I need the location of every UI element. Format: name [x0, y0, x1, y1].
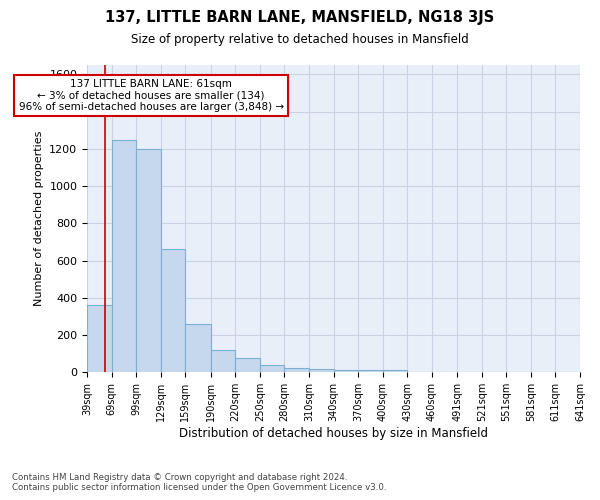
- Bar: [358, 370, 383, 372]
- Bar: [136, 149, 161, 372]
- Bar: [161, 250, 185, 372]
- Y-axis label: Number of detached properties: Number of detached properties: [34, 131, 44, 306]
- Bar: [235, 358, 260, 372]
- Bar: [211, 350, 235, 372]
- Bar: [284, 368, 309, 372]
- Text: 137, LITTLE BARN LANE, MANSFIELD, NG18 3JS: 137, LITTLE BARN LANE, MANSFIELD, NG18 3…: [106, 10, 494, 25]
- Bar: [309, 368, 334, 372]
- Bar: [185, 324, 211, 372]
- X-axis label: Distribution of detached houses by size in Mansfield: Distribution of detached houses by size …: [179, 427, 488, 440]
- Bar: [260, 365, 284, 372]
- Bar: [383, 370, 407, 372]
- Text: 137 LITTLE BARN LANE: 61sqm
← 3% of detached houses are smaller (134)
96% of sem: 137 LITTLE BARN LANE: 61sqm ← 3% of deta…: [19, 79, 284, 112]
- Bar: [87, 306, 112, 372]
- Bar: [112, 140, 136, 372]
- Text: Size of property relative to detached houses in Mansfield: Size of property relative to detached ho…: [131, 32, 469, 46]
- Text: Contains HM Land Registry data © Crown copyright and database right 2024.
Contai: Contains HM Land Registry data © Crown c…: [12, 473, 386, 492]
- Bar: [334, 370, 358, 372]
